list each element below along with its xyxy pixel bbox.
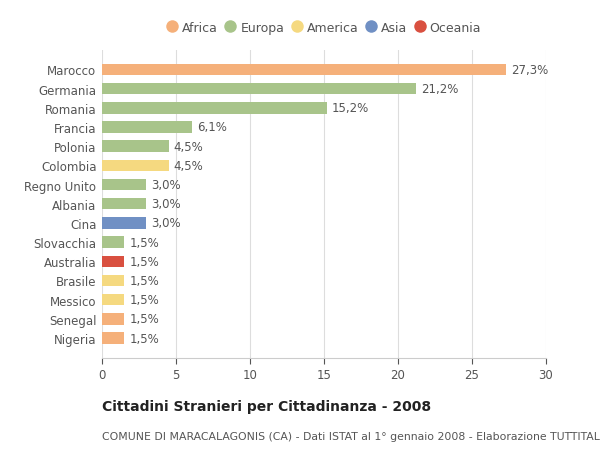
Bar	[102, 141, 169, 152]
Text: Cittadini Stranieri per Cittadinanza - 2008: Cittadini Stranieri per Cittadinanza - 2…	[102, 399, 431, 413]
Bar	[102, 84, 416, 95]
Text: 4,5%: 4,5%	[174, 159, 203, 173]
Bar	[102, 103, 327, 114]
Bar	[102, 237, 124, 248]
Text: 1,5%: 1,5%	[130, 293, 159, 307]
Text: 1,5%: 1,5%	[130, 236, 159, 249]
Bar	[102, 122, 192, 134]
Text: 3,0%: 3,0%	[152, 198, 181, 211]
Text: 6,1%: 6,1%	[197, 121, 227, 134]
Text: 1,5%: 1,5%	[130, 313, 159, 325]
Bar	[102, 333, 124, 344]
Bar	[102, 160, 169, 172]
Text: 27,3%: 27,3%	[511, 64, 548, 77]
Bar	[102, 218, 146, 229]
Bar	[102, 198, 146, 210]
Text: 1,5%: 1,5%	[130, 255, 159, 268]
Text: 1,5%: 1,5%	[130, 274, 159, 287]
Bar	[102, 179, 146, 191]
Text: 3,0%: 3,0%	[152, 179, 181, 191]
Text: 21,2%: 21,2%	[421, 83, 458, 96]
Text: 4,5%: 4,5%	[174, 140, 203, 153]
Bar	[102, 294, 124, 306]
Bar	[102, 275, 124, 286]
Text: 3,0%: 3,0%	[152, 217, 181, 230]
Bar	[102, 64, 506, 76]
Text: 1,5%: 1,5%	[130, 332, 159, 345]
Text: COMUNE DI MARACALAGONIS (CA) - Dati ISTAT al 1° gennaio 2008 - Elaborazione TUTT: COMUNE DI MARACALAGONIS (CA) - Dati ISTA…	[102, 431, 600, 442]
Legend: Africa, Europa, America, Asia, Oceania: Africa, Europa, America, Asia, Oceania	[164, 20, 484, 38]
Bar	[102, 256, 124, 268]
Bar	[102, 313, 124, 325]
Text: 15,2%: 15,2%	[332, 102, 370, 115]
